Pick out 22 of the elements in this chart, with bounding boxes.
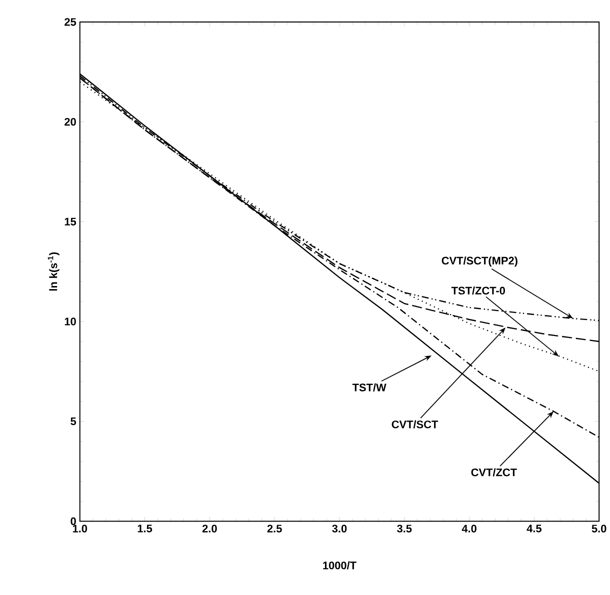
y-tick-label: 20 xyxy=(64,118,76,126)
y-tick-label: 0 xyxy=(70,517,76,526)
x-axis-title: 1000/T xyxy=(323,561,356,570)
x-tick-label: 4.0 xyxy=(462,524,476,532)
y-tick-label: 25 xyxy=(64,18,76,26)
annotation: TST/ZCT-0 xyxy=(451,286,505,295)
x-tick-label: 1.5 xyxy=(138,524,152,532)
x-tick-label: 3.0 xyxy=(332,524,347,532)
x-tick-label: 5.0 xyxy=(592,524,606,532)
x-tick-label: 1.0 xyxy=(72,524,88,532)
annotation: CVT/SCT xyxy=(392,420,438,428)
x-tick-label: 4.5 xyxy=(526,524,542,532)
annotation: CVT/SCT(MP2) xyxy=(442,256,518,267)
annotation: TST/W xyxy=(352,383,386,392)
y-axis-title: ln k(s$^{-1}$) xyxy=(48,252,60,291)
x-tick-label: 2.5 xyxy=(267,524,282,532)
y-tick-label: 15 xyxy=(64,218,76,226)
x-tick-label: 2.0 xyxy=(202,524,217,532)
y-tick-label: 10 xyxy=(64,318,76,326)
x-tick-label: 3.5 xyxy=(397,524,412,532)
y-tick-label: 5 xyxy=(70,418,76,426)
annotation: CVT/ZCT xyxy=(471,468,517,476)
